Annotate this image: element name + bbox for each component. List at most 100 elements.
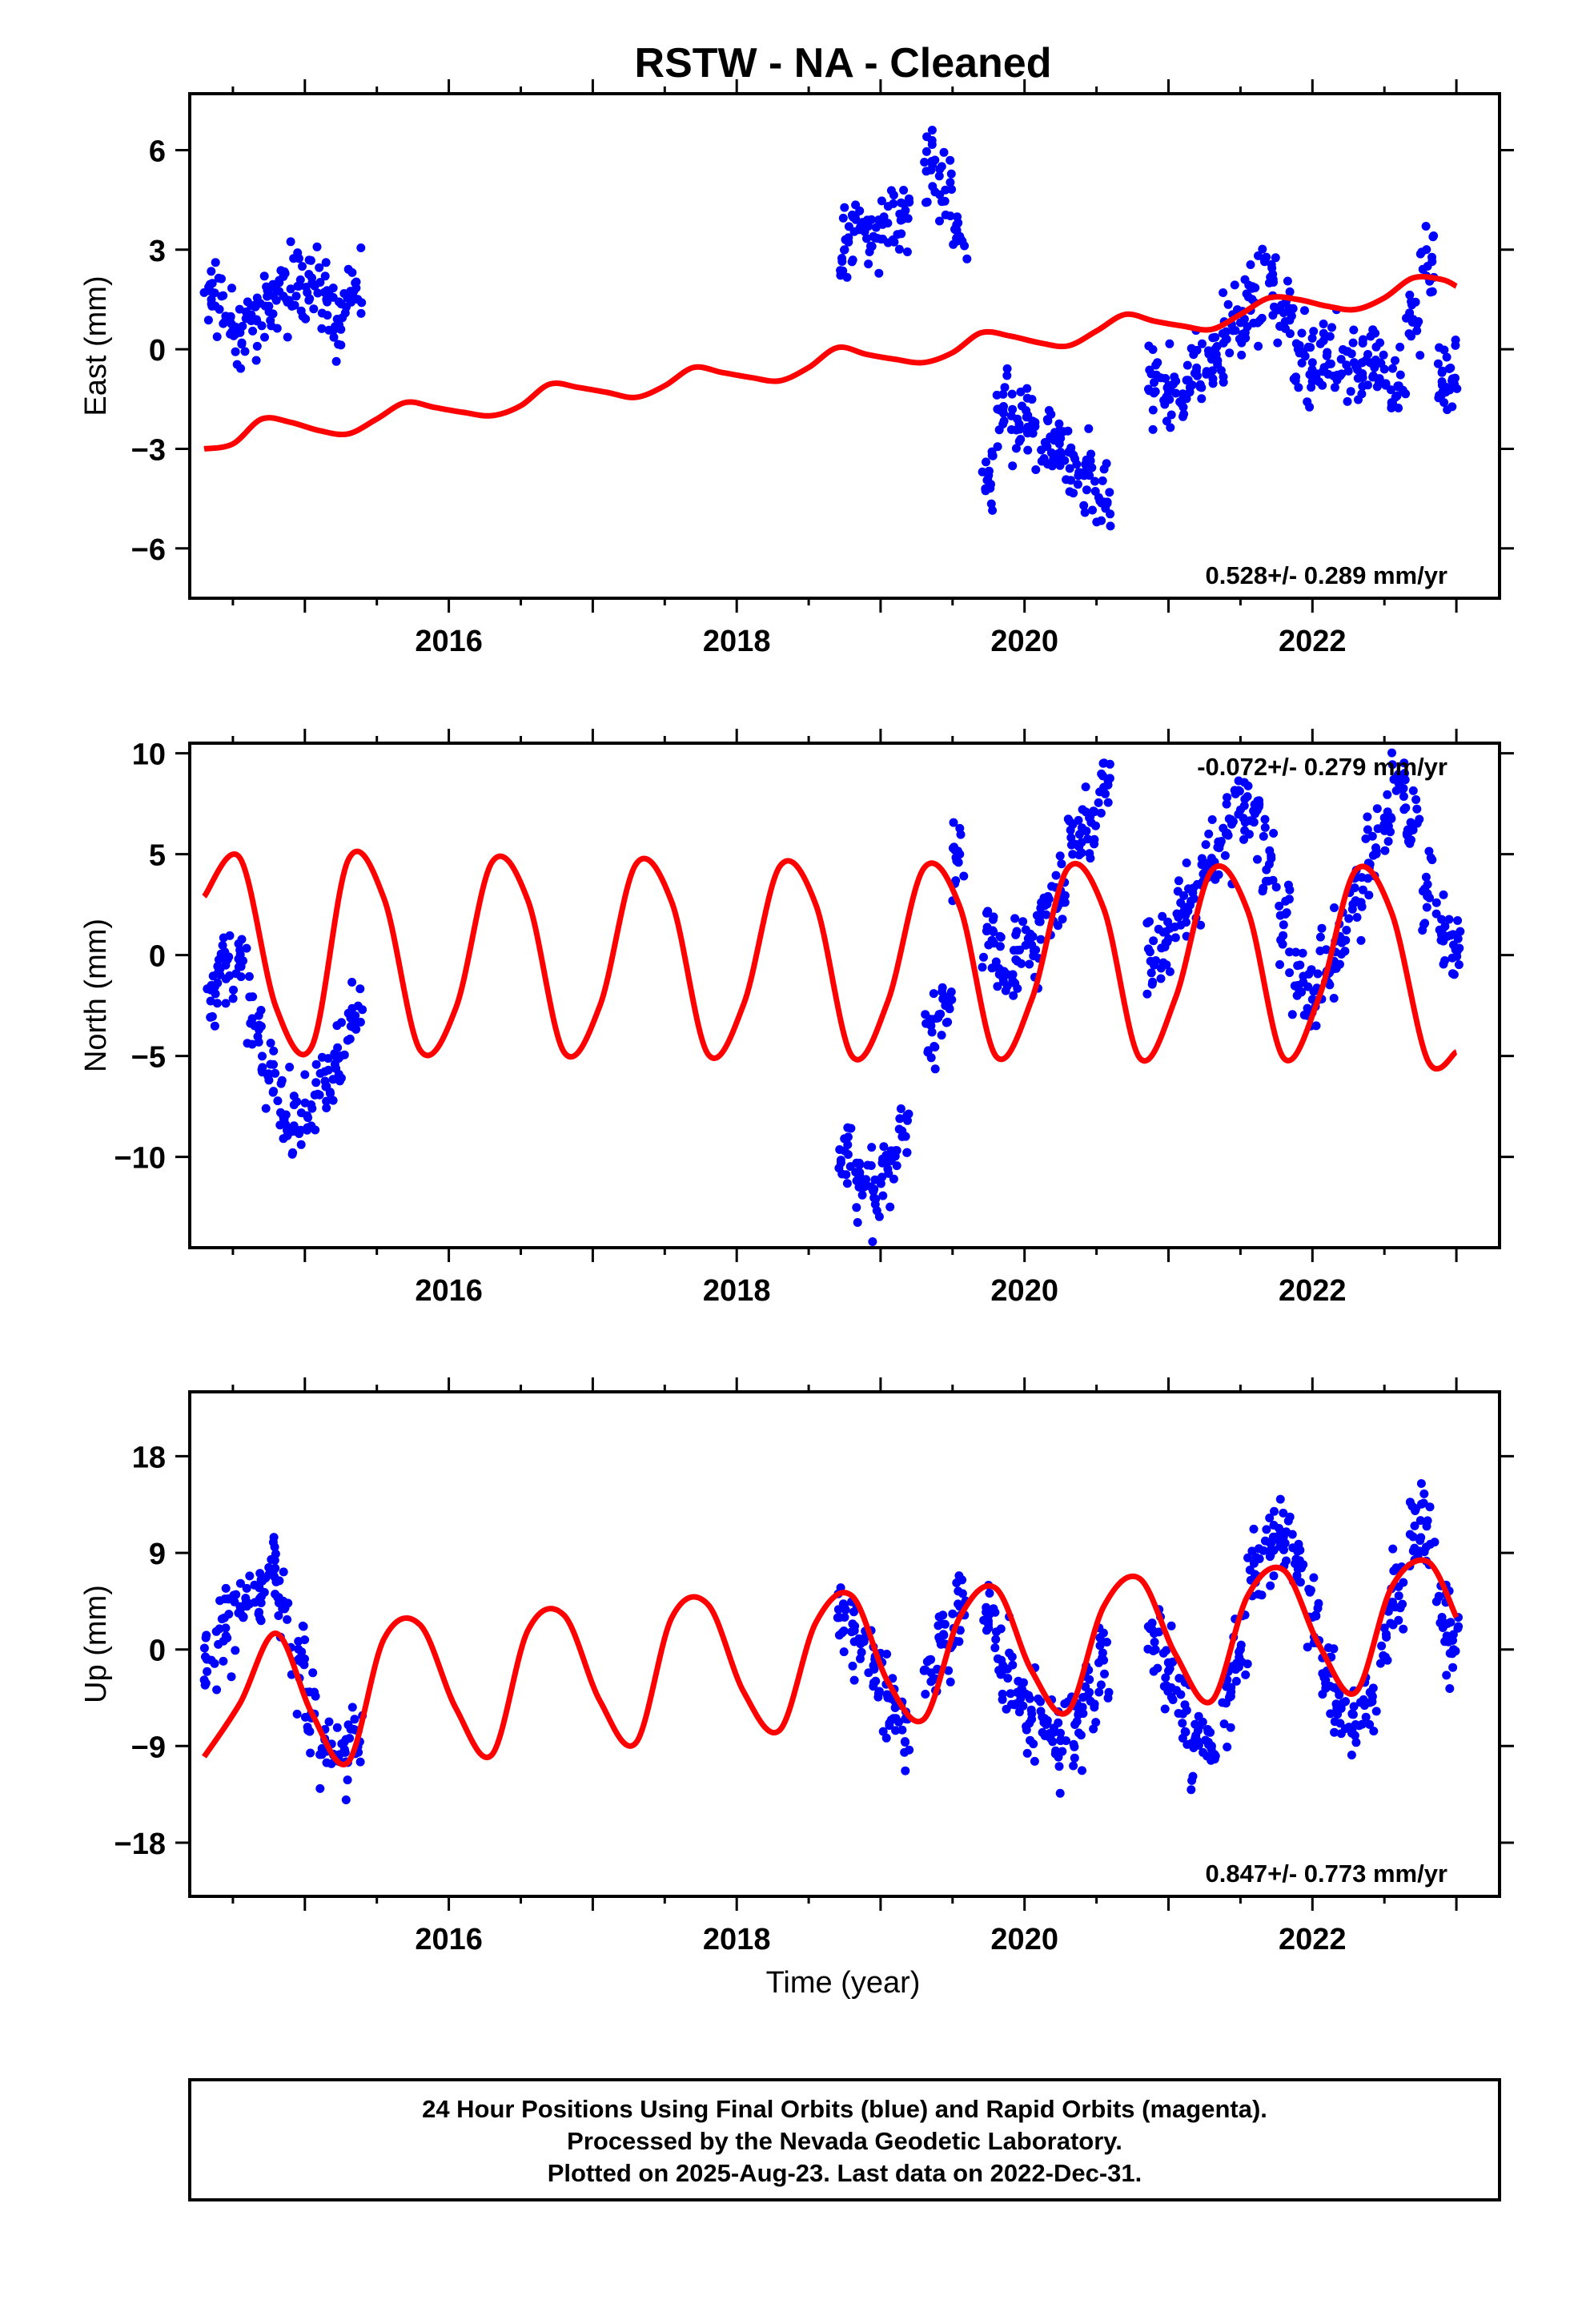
east-scatter-point bbox=[257, 321, 267, 331]
up-scatter-point bbox=[271, 1563, 280, 1573]
up-scatter-point bbox=[1309, 1573, 1319, 1582]
north-scatter-point bbox=[1281, 910, 1290, 919]
east-scatter-point bbox=[331, 356, 341, 366]
north-scatter-point bbox=[221, 999, 231, 1008]
east-scatter-point bbox=[298, 262, 307, 271]
north-scatter-point bbox=[1196, 920, 1206, 930]
up-y-tick-label: 18 bbox=[132, 1441, 166, 1474]
up-scatter-point bbox=[1415, 1516, 1425, 1526]
up-scatter-point bbox=[848, 1661, 857, 1671]
north-scatter-point bbox=[1036, 903, 1046, 913]
north-scatter-point bbox=[1291, 947, 1300, 957]
north-scatter-point bbox=[1448, 930, 1458, 939]
up-scatter-point bbox=[283, 1614, 292, 1624]
up-scatter-point bbox=[1174, 1709, 1183, 1718]
east-scatter-point bbox=[897, 198, 905, 207]
east-scatter-point bbox=[307, 273, 316, 283]
east-scatter-point bbox=[921, 147, 931, 156]
north-scatter-point bbox=[987, 935, 997, 945]
north-scatter-point bbox=[1453, 916, 1463, 925]
up-scatter-point bbox=[1391, 1602, 1400, 1612]
east-scatter-point bbox=[1363, 350, 1372, 359]
north-scatter-point bbox=[988, 915, 998, 924]
up-scatter-point bbox=[1260, 1536, 1270, 1546]
north-scatter-point bbox=[235, 950, 245, 959]
up-scatter-point bbox=[1287, 1530, 1297, 1539]
east-scatter-point bbox=[1402, 313, 1411, 323]
north-scatter-point bbox=[287, 1149, 297, 1159]
up-scatter-point bbox=[1269, 1571, 1279, 1581]
up-scatter-point bbox=[199, 1643, 209, 1653]
east-scatter-point bbox=[1437, 377, 1447, 387]
up-scatter-point bbox=[1344, 1723, 1354, 1732]
north-scatter-point bbox=[1066, 840, 1076, 850]
east-scatter-point bbox=[1401, 389, 1411, 399]
north-scatter-point bbox=[1163, 917, 1173, 927]
up-scatter-point bbox=[235, 1578, 245, 1588]
north-scatter-point bbox=[1055, 851, 1065, 861]
up-scatter-point bbox=[1335, 1691, 1344, 1699]
north-scatter-point bbox=[1146, 968, 1156, 978]
up-scatter-point bbox=[1038, 1727, 1047, 1737]
east-scatter-point bbox=[1223, 300, 1233, 309]
north-x-tick-label: 2016 bbox=[415, 1274, 483, 1308]
north-scatter-point bbox=[938, 994, 948, 1003]
east-model-curve bbox=[203, 273, 1458, 452]
east-scatter-point bbox=[1379, 350, 1388, 360]
east-scatter-point bbox=[1283, 276, 1292, 286]
up-scatter-point bbox=[1297, 1563, 1307, 1573]
east-scatter-point bbox=[1443, 405, 1452, 415]
north-scatter-point bbox=[269, 1046, 279, 1055]
footer-line-1: 24 Hour Positions Using Final Orbits (bl… bbox=[422, 2095, 1267, 2123]
north-y-tick-label: 5 bbox=[149, 839, 166, 873]
north-scatter-point bbox=[1009, 991, 1018, 1000]
up-scatter-point bbox=[869, 1682, 878, 1691]
up-scatter-point bbox=[347, 1703, 357, 1712]
east-scatter-point bbox=[1069, 489, 1078, 498]
up-scatter-point bbox=[882, 1650, 892, 1659]
east-scatter-point bbox=[1374, 375, 1383, 384]
up-scatter-point bbox=[848, 1619, 857, 1629]
east-scatter-point bbox=[1090, 476, 1099, 486]
north-scatter-point bbox=[1411, 795, 1421, 804]
up-scatter-point bbox=[1206, 1727, 1215, 1737]
north-scatter-point bbox=[1330, 903, 1339, 912]
up-scatter-point bbox=[891, 1714, 901, 1723]
up-scatter-point bbox=[1245, 1566, 1255, 1574]
up-scatter-point bbox=[1030, 1756, 1039, 1766]
east-scatter-point bbox=[1246, 260, 1255, 269]
up-scatter-point bbox=[1236, 1640, 1246, 1650]
east-scatter-point bbox=[1285, 287, 1295, 296]
up-scatter-point bbox=[292, 1709, 302, 1719]
up-scatter-point bbox=[1391, 1565, 1400, 1574]
up-scatter-point bbox=[1351, 1738, 1361, 1747]
east-scatter-point bbox=[1011, 444, 1021, 453]
north-scatter-point bbox=[867, 1143, 877, 1152]
north-scatter-point bbox=[1259, 831, 1268, 841]
east-scatter-point bbox=[1306, 343, 1315, 352]
up-scatter-point bbox=[997, 1655, 1006, 1665]
north-scatter-point bbox=[895, 1114, 905, 1124]
east-scatter-point bbox=[356, 243, 366, 252]
east-scatter-point bbox=[1297, 328, 1307, 338]
up-scatter-point bbox=[343, 1775, 352, 1785]
north-scatter-point bbox=[1387, 748, 1396, 758]
east-scatter-point bbox=[847, 257, 857, 267]
east-scatter-point bbox=[838, 213, 848, 223]
east-scatter-point bbox=[930, 155, 940, 165]
up-scatter-point bbox=[270, 1555, 279, 1565]
north-scatter-point bbox=[959, 871, 969, 881]
up-y-tick-label: 0 bbox=[149, 1634, 166, 1668]
up-scatter-point bbox=[1382, 1632, 1391, 1642]
north-scatter-point bbox=[303, 1113, 313, 1123]
north-scatter-point bbox=[300, 1070, 310, 1080]
east-scatter-point bbox=[864, 222, 873, 231]
north-scatter-point bbox=[1456, 927, 1465, 936]
east-scatter-point bbox=[1281, 324, 1290, 333]
east-rate-label: 0.528+/- 0.289 mm/yr bbox=[1206, 561, 1447, 589]
east-scatter-point bbox=[260, 332, 269, 342]
up-model-curve bbox=[202, 1557, 1460, 1767]
north-scatter-point bbox=[876, 1179, 885, 1188]
up-scatter-point bbox=[1422, 1522, 1431, 1531]
east-scatter-point bbox=[1297, 358, 1307, 368]
